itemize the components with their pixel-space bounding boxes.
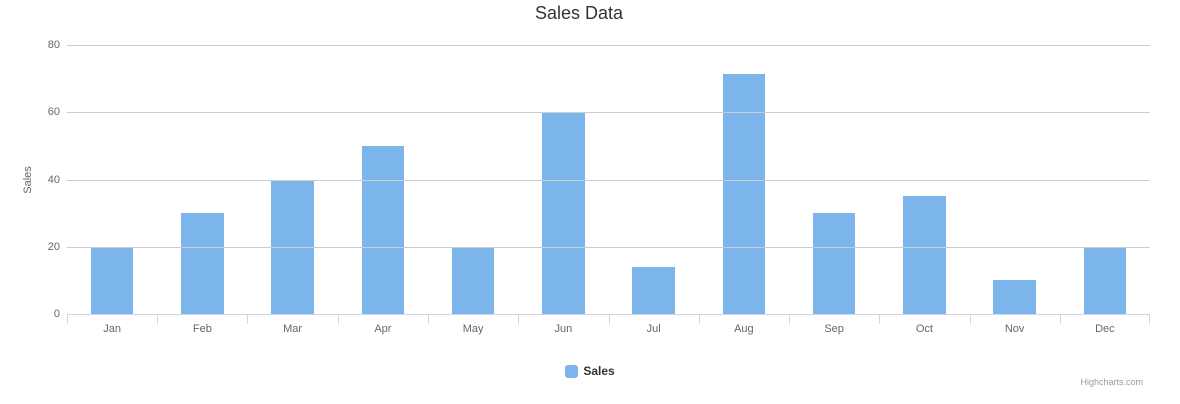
x-axis-tick <box>698 314 700 324</box>
legend-item-label: Sales <box>583 364 615 378</box>
gridline <box>67 246 1150 248</box>
y-axis-tick-label: 60 <box>47 106 60 119</box>
column-bar[interactable] <box>90 246 134 314</box>
x-axis-tick <box>788 314 790 324</box>
x-axis-tick <box>1059 314 1061 324</box>
x-axis-tick <box>879 314 881 324</box>
column-bar[interactable] <box>903 196 946 314</box>
bar-cell <box>879 45 969 314</box>
x-axis-label: Apr <box>374 323 392 335</box>
x-axis-label: Mar <box>283 323 303 335</box>
column-bar[interactable] <box>722 73 766 314</box>
y-axis-tick-label: 40 <box>47 173 60 186</box>
highcharts-credits-link[interactable]: Highcharts.com <box>1080 377 1143 387</box>
column-bar[interactable] <box>1083 246 1127 314</box>
x-axis-label: Aug <box>734 323 754 335</box>
y-axis-tick-label: 20 <box>47 240 60 253</box>
x-axis-tick <box>337 314 339 324</box>
column-bar[interactable] <box>451 246 495 314</box>
bars-row <box>67 45 1150 314</box>
column-bar[interactable] <box>542 112 585 314</box>
bar-cell <box>1060 45 1150 314</box>
bar-cell <box>789 45 879 314</box>
bar-cell <box>518 45 608 314</box>
column-bar[interactable] <box>812 213 856 314</box>
bar-cell <box>157 45 247 314</box>
x-axis-tick <box>1149 314 1150 324</box>
x-axis-label: Oct <box>915 323 933 335</box>
x-axis-tick <box>969 314 971 324</box>
bar-cell <box>609 45 699 314</box>
y-axis-tick-label: 0 <box>53 308 60 320</box>
chart-title: Sales Data <box>534 3 624 23</box>
x-axis-label: Feb <box>192 323 212 335</box>
x-axis-tick <box>518 314 520 324</box>
x-axis-label: Jun <box>554 323 573 335</box>
x-axis-tick <box>427 314 429 324</box>
gridline <box>67 179 1150 181</box>
x-axis-label: May <box>462 323 484 335</box>
column-bar[interactable] <box>993 280 1036 314</box>
bar-cell <box>338 45 428 314</box>
x-axis-label: Sep <box>824 323 844 335</box>
x-axis-label: Dec <box>1095 323 1115 335</box>
bar-cell <box>970 45 1060 314</box>
x-axis-label: Nov <box>1004 323 1025 335</box>
x-axis-tick <box>608 314 610 324</box>
gridline <box>67 45 1150 46</box>
y-axis-tick-labels: 0 20 40 60 80 <box>0 39 60 320</box>
legend-item-sales[interactable]: Sales <box>565 364 615 378</box>
x-axis-tick <box>157 314 159 324</box>
bar-cell <box>428 45 518 314</box>
x-axis-label: Jan <box>103 323 121 335</box>
column-bar[interactable] <box>181 213 224 314</box>
legend: Sales <box>0 364 1180 378</box>
bar-cell <box>699 45 789 314</box>
x-axis-labels: Jan Feb Mar Apr May Jun Jul Aug Sep Oct Nov Dec <box>67 323 1150 335</box>
y-axis-tick-label: 80 <box>47 39 60 51</box>
gridline <box>67 112 1150 114</box>
column-bar[interactable] <box>632 266 675 314</box>
plot-area <box>67 45 1150 324</box>
x-axis-tick <box>67 314 68 324</box>
x-axis-label: Jul <box>646 323 661 335</box>
legend-symbol-swatch <box>565 364 579 378</box>
x-axis-tick <box>247 314 249 324</box>
column-bar[interactable] <box>361 145 405 314</box>
bar-cell <box>67 45 157 314</box>
